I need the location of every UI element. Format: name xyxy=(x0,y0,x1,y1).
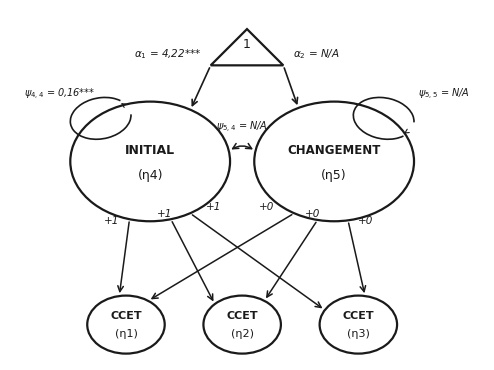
Text: (η2): (η2) xyxy=(231,329,253,339)
Text: +0: +0 xyxy=(358,216,373,226)
Text: INITIAL: INITIAL xyxy=(125,144,175,157)
Text: +0: +0 xyxy=(259,202,274,212)
Text: $\psi_{5,4}$ = N/A: $\psi_{5,4}$ = N/A xyxy=(216,120,268,135)
Text: (η3): (η3) xyxy=(347,329,370,339)
Text: $\alpha_1$ = 4,22***: $\alpha_1$ = 4,22*** xyxy=(133,48,201,61)
Text: 1: 1 xyxy=(243,38,251,51)
Text: CCET: CCET xyxy=(342,310,374,320)
Text: $\psi_{4,4}$ = 0,16***: $\psi_{4,4}$ = 0,16*** xyxy=(24,87,96,102)
Text: (η4): (η4) xyxy=(137,169,163,182)
Text: CCET: CCET xyxy=(110,310,142,320)
Text: +1: +1 xyxy=(206,202,221,212)
Text: (η1): (η1) xyxy=(115,329,137,339)
Text: +1: +1 xyxy=(104,216,119,226)
Text: $\psi_{5,5}$ = N/A: $\psi_{5,5}$ = N/A xyxy=(418,87,470,102)
Text: +0: +0 xyxy=(305,209,320,219)
Text: +1: +1 xyxy=(157,209,172,219)
Text: CHANGEMENT: CHANGEMENT xyxy=(288,144,381,157)
Text: CCET: CCET xyxy=(226,310,258,320)
Text: (η5): (η5) xyxy=(321,169,347,182)
Text: $\alpha_2$ = N/A: $\alpha_2$ = N/A xyxy=(293,48,340,61)
